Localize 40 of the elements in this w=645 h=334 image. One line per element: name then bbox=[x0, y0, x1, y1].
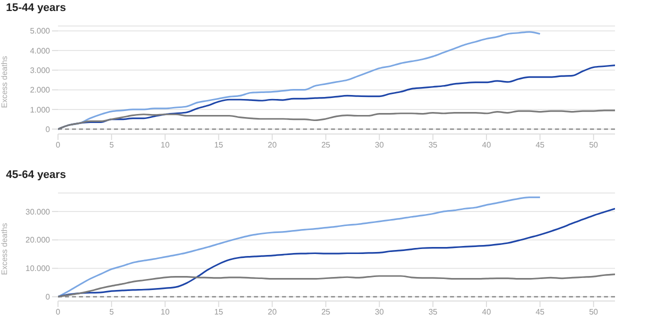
x-tick-label: 10 bbox=[160, 140, 170, 150]
x-tick-label: 45 bbox=[536, 308, 546, 317]
y-tick-label: 4.000 bbox=[30, 46, 51, 56]
y-axis-title: Excess deaths bbox=[0, 56, 9, 108]
x-tick-label: 15 bbox=[214, 140, 224, 150]
x-tick-label: 25 bbox=[321, 140, 331, 150]
x-tick-label: 40 bbox=[482, 140, 492, 150]
y-axis-title: Excess deaths bbox=[0, 222, 9, 275]
line-series bbox=[58, 196, 541, 298]
line-series bbox=[58, 273, 615, 298]
x-tick-label: 5 bbox=[109, 140, 114, 150]
x-tick-label: 45 bbox=[536, 140, 546, 150]
chart-title: 45-64 years bbox=[6, 169, 66, 181]
y-tick-label: 30.000 bbox=[26, 207, 51, 216]
x-tick-label: 35 bbox=[428, 140, 438, 150]
y-tick-label: 1.000 bbox=[30, 105, 51, 114]
y-tick-label: 3.000 bbox=[30, 66, 51, 76]
x-tick-label: 30 bbox=[374, 140, 384, 150]
x-tick-label: 15 bbox=[214, 308, 224, 317]
x-tick-label: 40 bbox=[482, 308, 492, 317]
y-tick-label: 5.000 bbox=[30, 26, 51, 36]
chart-title: 15-44 years bbox=[6, 2, 66, 14]
y-tick-label: 0 bbox=[46, 292, 51, 302]
x-tick-label: 10 bbox=[160, 308, 170, 317]
x-tick-label: 50 bbox=[589, 308, 599, 317]
x-tick-label: 35 bbox=[428, 308, 438, 317]
y-tick-label: 20.000 bbox=[26, 236, 51, 245]
x-tick-label: 25 bbox=[321, 308, 331, 317]
y-tick-label: 0 bbox=[46, 124, 51, 134]
line-series bbox=[58, 208, 615, 298]
y-tick-label: 2.000 bbox=[30, 86, 51, 95]
x-tick-label: 50 bbox=[589, 140, 599, 150]
x-tick-label: 0 bbox=[56, 308, 61, 317]
x-tick-label: 20 bbox=[268, 308, 278, 317]
x-tick-label: 30 bbox=[374, 308, 384, 317]
y-tick-label: 10.000 bbox=[26, 264, 51, 274]
x-tick-label: 20 bbox=[268, 140, 278, 150]
line-series bbox=[58, 110, 615, 130]
x-tick-label: 0 bbox=[56, 140, 61, 150]
x-tick-label: 5 bbox=[109, 308, 114, 317]
